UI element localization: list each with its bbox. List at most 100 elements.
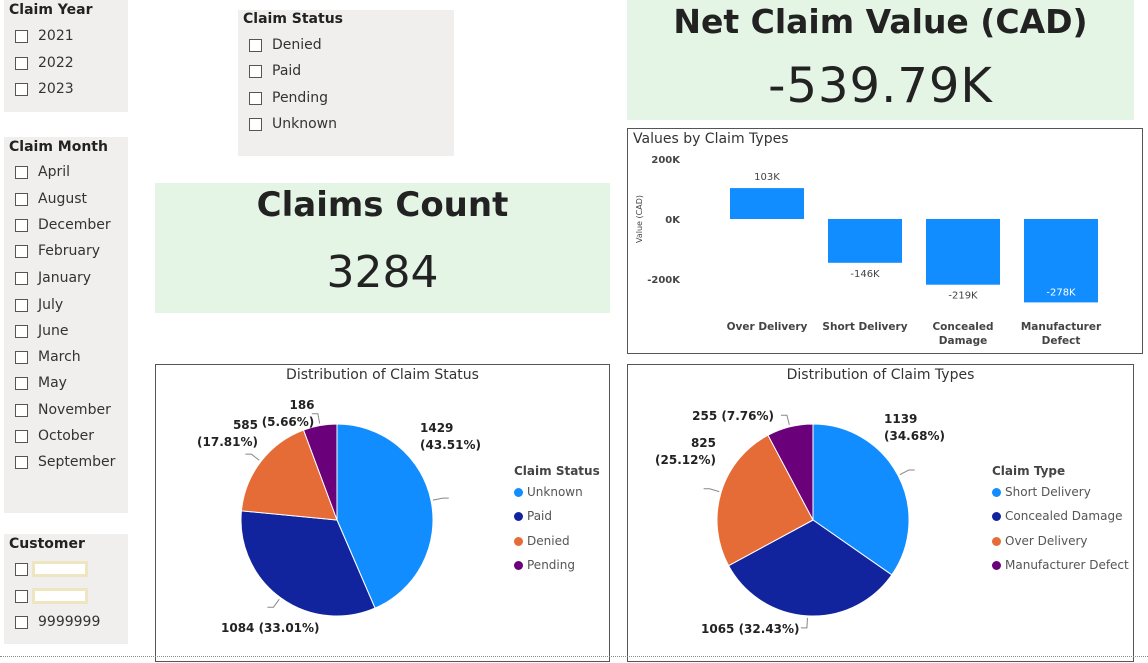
bar-data-label: -278K <box>1046 287 1076 298</box>
checkbox[interactable] <box>15 350 28 364</box>
checkbox[interactable] <box>15 562 28 576</box>
bar <box>730 188 804 219</box>
checkbox[interactable] <box>15 615 28 629</box>
legend-item[interactable]: Over Delivery <box>992 534 1088 548</box>
customer-option-redacted[interactable] <box>15 586 88 606</box>
claim-status-option-label: Pending <box>272 90 328 106</box>
bar-chart: 200K 0K -200K Value (CAD) 103K Over Delivery -… <box>635 155 1102 347</box>
pie-slice <box>716 434 814 567</box>
customer-option-redacted[interactable] <box>15 559 88 579</box>
claim-month-option-label: September <box>38 454 116 470</box>
customer-option-9999999[interactable]: 9999999 <box>15 612 100 632</box>
claim-types-pie-title: Distribution of Claim Types <box>786 367 975 383</box>
checkbox[interactable] <box>15 324 28 338</box>
claim-year-option-label: 2022 <box>38 55 74 71</box>
net-claim-value-title: Net Claim Value (CAD) <box>673 2 1088 41</box>
checkbox[interactable] <box>249 91 262 105</box>
legend-label: Short Delivery <box>1005 485 1091 499</box>
legend-swatch <box>514 511 523 521</box>
claim-month-option[interactable]: October <box>15 426 94 446</box>
leader-line <box>267 598 280 608</box>
checkbox[interactable] <box>15 455 28 469</box>
checkbox[interactable] <box>249 38 262 52</box>
claim-month-option[interactable]: August <box>15 189 87 209</box>
claim-year-option-2023[interactable]: 2023 <box>15 79 74 99</box>
leader-line <box>245 453 260 461</box>
bar-chart-title: Values by Claim Types <box>633 131 789 147</box>
pie-value-label: 1139 <box>884 412 917 426</box>
claim-month-option-label: May <box>38 375 67 391</box>
claim-year-option-2021[interactable]: 2021 <box>15 26 74 46</box>
legend-label: Unknown <box>527 485 583 499</box>
customer-option-label: 9999999 <box>38 614 101 630</box>
claim-month-option[interactable]: December <box>15 215 111 235</box>
legend-item[interactable]: Paid <box>514 509 552 523</box>
legend-label: Pending <box>527 558 575 572</box>
legend-item[interactable]: Short Delivery <box>992 485 1091 499</box>
checkbox[interactable] <box>15 298 28 312</box>
y-tick-label: -200K <box>647 275 681 286</box>
checkbox[interactable] <box>15 429 28 443</box>
checkbox[interactable] <box>15 218 28 232</box>
legend-item[interactable]: Denied <box>514 534 570 548</box>
claim-month-option-label: December <box>38 217 111 233</box>
checkbox[interactable] <box>15 376 28 390</box>
net-claim-value-value: -539.79K <box>768 58 993 114</box>
bar-data-label: -219K <box>948 291 978 302</box>
claim-year-slicer-title: Claim Year <box>9 2 93 18</box>
claim-month-option-label: August <box>38 191 87 207</box>
checkbox[interactable] <box>249 117 262 131</box>
checkbox[interactable] <box>15 82 28 96</box>
checkbox[interactable] <box>15 271 28 285</box>
checkbox[interactable] <box>15 403 28 417</box>
legend-label: Paid <box>527 509 553 523</box>
claim-status-option-label: Unknown <box>272 116 337 132</box>
claim-month-option[interactable]: June <box>15 321 69 341</box>
checkbox[interactable] <box>15 192 28 206</box>
pie-slice <box>812 423 910 576</box>
claim-year-option-2022[interactable]: 2022 <box>15 53 74 73</box>
claim-type-legend-title: Claim Type <box>992 464 1066 478</box>
pie-percent-label: (43.51%) <box>420 438 481 452</box>
claim-month-option[interactable]: January <box>15 268 91 288</box>
checkbox[interactable] <box>15 56 28 70</box>
claim-month-option[interactable]: April <box>15 162 70 182</box>
claim-month-option[interactable]: May <box>15 373 67 393</box>
legend-item[interactable]: Pending <box>514 558 575 572</box>
claim-month-option[interactable]: March <box>15 347 81 367</box>
legend-swatch <box>992 511 1001 521</box>
claim-month-option-label: January <box>38 270 92 286</box>
pie-percent-label: (34.68%) <box>884 429 945 443</box>
claim-status-option-denied[interactable]: Denied <box>249 35 322 55</box>
claim-status-option-unknown[interactable]: Unknown <box>249 114 337 134</box>
checkbox[interactable] <box>15 29 28 43</box>
legend-swatch <box>992 560 1001 570</box>
checkbox[interactable] <box>15 589 28 603</box>
legend-swatch <box>992 487 1001 497</box>
pie-value-label: 1084 (33.01%) <box>221 621 320 635</box>
claim-month-option-label: April <box>38 164 70 180</box>
checkbox[interactable] <box>15 165 28 179</box>
claim-month-option[interactable]: February <box>15 241 100 261</box>
claim-month-option[interactable]: September <box>15 452 115 472</box>
claim-status-option-paid[interactable]: Paid <box>249 61 301 81</box>
y-axis-label: Value (CAD) <box>635 195 644 243</box>
claim-month-option[interactable]: November <box>15 400 111 420</box>
claims-count-card: Claims Count 3284 <box>155 183 610 313</box>
legend-item[interactable]: Unknown <box>514 485 583 499</box>
checkbox[interactable] <box>15 244 28 258</box>
claim-month-option[interactable]: July <box>15 295 63 315</box>
pie-value-label: 1065 (32.43%) <box>701 622 800 636</box>
claim-month-slicer: Claim Month April August December Februa… <box>4 137 128 513</box>
legend-item[interactable]: Concealed Damage <box>992 509 1122 523</box>
x-tick-label: Short Delivery <box>822 321 907 333</box>
claim-month-option-label: June <box>38 323 69 339</box>
leader-line <box>780 414 790 426</box>
claim-month-slicer-title: Claim Month <box>9 139 108 155</box>
checkbox[interactable] <box>249 64 262 78</box>
legend-item[interactable]: Manufacturer Defect <box>992 558 1129 572</box>
claim-status-option-label: Paid <box>272 63 302 79</box>
claim-month-option-label: July <box>38 297 64 313</box>
claim-status-option-pending[interactable]: Pending <box>249 88 328 108</box>
x-tick-label: Manufacturer <box>1021 321 1102 333</box>
